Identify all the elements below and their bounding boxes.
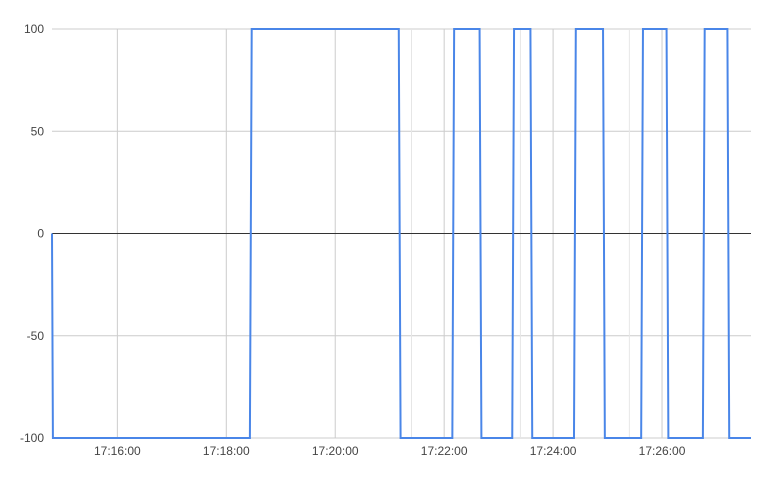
y-tick-label: -50 [27, 329, 45, 343]
x-tick-label: 17:24:00 [530, 444, 577, 458]
series-line [51, 28, 751, 439]
y-tick-label: 100 [24, 22, 44, 36]
x-tick-label: 17:20:00 [312, 444, 359, 458]
y-tick-label: -100 [20, 431, 44, 445]
x-tick-label: 17:18:00 [203, 444, 250, 458]
x-tick-label: 17:26:00 [639, 444, 686, 458]
y-tick-label: 50 [31, 124, 45, 138]
y-axis-ticks: 100 50 0 -50 -100 [20, 22, 44, 445]
y-tick-label: 0 [37, 227, 44, 241]
x-tick-label: 17:16:00 [94, 444, 141, 458]
x-tick-label: 17:22:00 [421, 444, 468, 458]
series-lines [51, 28, 751, 439]
x-axis-ticks: 17:16:00 17:18:00 17:20:00 17:22:00 17:24:00… [94, 444, 686, 458]
